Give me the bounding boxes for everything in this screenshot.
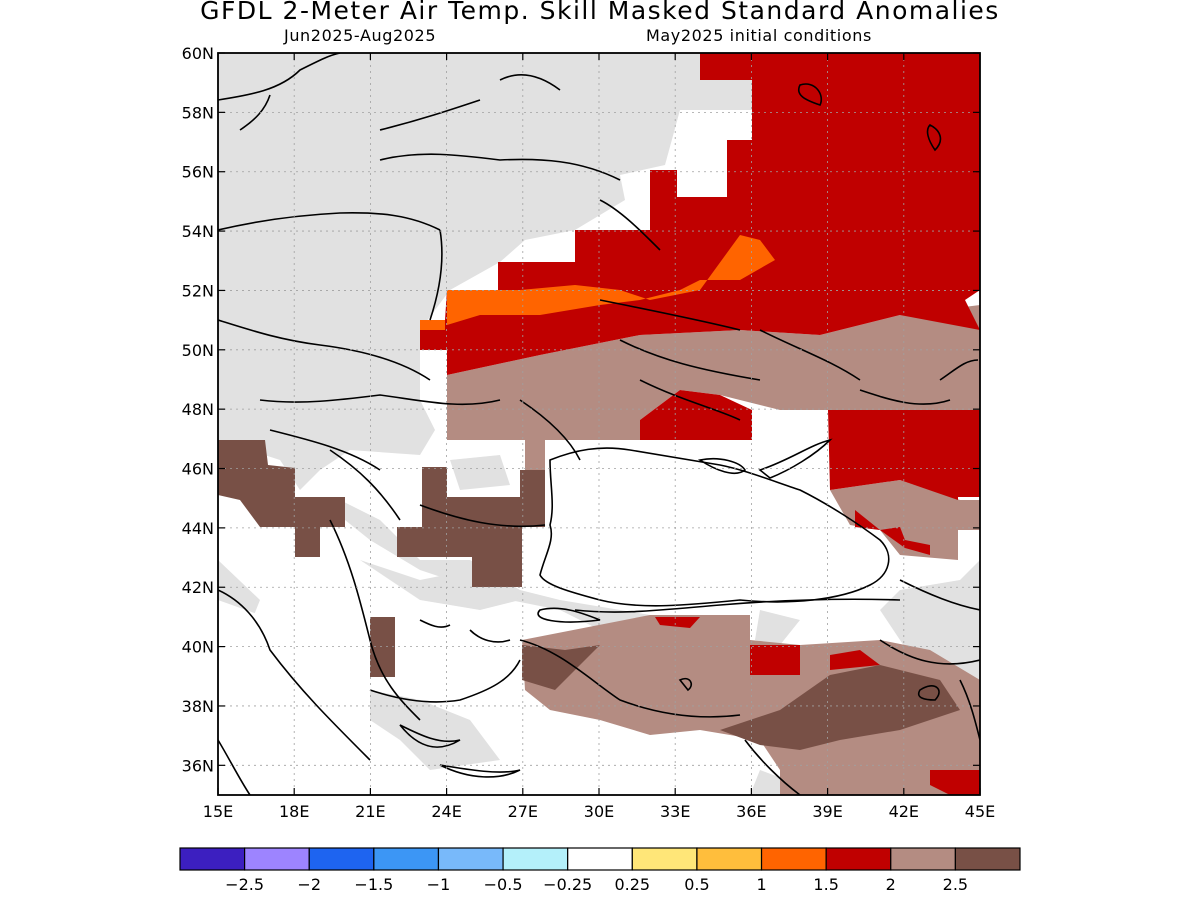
colorbar-label: 1 [756, 875, 766, 894]
colorbar-label: −0.25 [543, 875, 592, 894]
colorbar-swatch [244, 847, 310, 871]
colorbar-swatch [760, 847, 827, 871]
orange-anomaly [420, 235, 775, 330]
x-tick-label: 45E [965, 802, 995, 821]
x-tick-label: 30E [584, 802, 614, 821]
colorbar-label: 0.5 [684, 875, 709, 894]
coastlines [218, 53, 980, 795]
colorbar-swatch [437, 847, 504, 871]
x-tick-label: 24E [431, 802, 461, 821]
dark-brown-anomaly [218, 440, 960, 750]
colorbar-swatch [373, 847, 440, 871]
y-tick-label: 54N [182, 222, 214, 241]
grid-lines [218, 53, 980, 795]
y-tick-label: 56N [182, 163, 214, 182]
y-tick-label: 50N [182, 341, 214, 360]
y-tick-label: 36N [182, 756, 214, 775]
x-tick-label: 15E [203, 802, 233, 821]
colorbar-label: 2 [886, 875, 896, 894]
colorbar-swatch [567, 847, 633, 871]
x-tick-label: 36E [736, 802, 766, 821]
no-signal-region [218, 410, 828, 795]
colorbar-swatch [308, 847, 375, 871]
colorbar-swatch [696, 847, 763, 871]
colorbar-label: −2 [297, 875, 321, 894]
colorbar-swatch [890, 847, 956, 871]
colorbar-swatch [631, 847, 698, 871]
x-tick-label: 42E [889, 802, 919, 821]
colorbar-swatch [502, 847, 569, 871]
map-title: GFDL 2-Meter Air Temp. Skill Masked Stan… [200, 0, 1000, 25]
y-tick-label: 60N [182, 44, 214, 63]
x-tick-label: 39E [812, 802, 842, 821]
colorbar-label: 0.25 [614, 875, 650, 894]
y-tick-label: 46N [182, 460, 214, 479]
y-tick-label: 40N [182, 638, 214, 657]
y-tick-label: 44N [182, 519, 214, 538]
colorbar: −2.5 −2 −1.5 −1 −0.5 −0.25 0.25 0.5 1 1.5 2 2.5 [179, 847, 1021, 894]
x-tick-label: 21E [355, 802, 385, 821]
y-tick-label: 52N [182, 281, 214, 300]
x-tick-label: 33E [660, 802, 690, 821]
x-tick-label: 18E [279, 802, 309, 821]
colorbar-label: 1.5 [813, 875, 838, 894]
colorbar-label: 2.5 [943, 875, 968, 894]
colorbar-label: −1.5 [354, 875, 393, 894]
y-tick-label: 42N [182, 578, 214, 597]
y-tick-label: 48N [182, 400, 214, 419]
forecast-period: Jun2025-Aug2025 [284, 26, 437, 45]
y-tick-label: 38N [182, 697, 214, 716]
x-tick-label: 27E [508, 802, 538, 821]
anomaly-shading [218, 53, 980, 795]
y-tick-label: 58N [182, 103, 214, 122]
colorbar-swatch [954, 847, 1021, 871]
colorbar-swatch [825, 847, 892, 871]
colorbar-label: −2.5 [225, 875, 264, 894]
colorbar-label: −0.5 [484, 875, 523, 894]
colorbar-label: −1 [427, 875, 451, 894]
colorbar-swatch [179, 847, 246, 871]
initial-conditions: May2025 initial conditions [646, 26, 872, 45]
axes: 15E 18E 21E 24E 27E 30E 33E 36E 39E 42E 45E 36N 38N 4… [182, 44, 996, 821]
